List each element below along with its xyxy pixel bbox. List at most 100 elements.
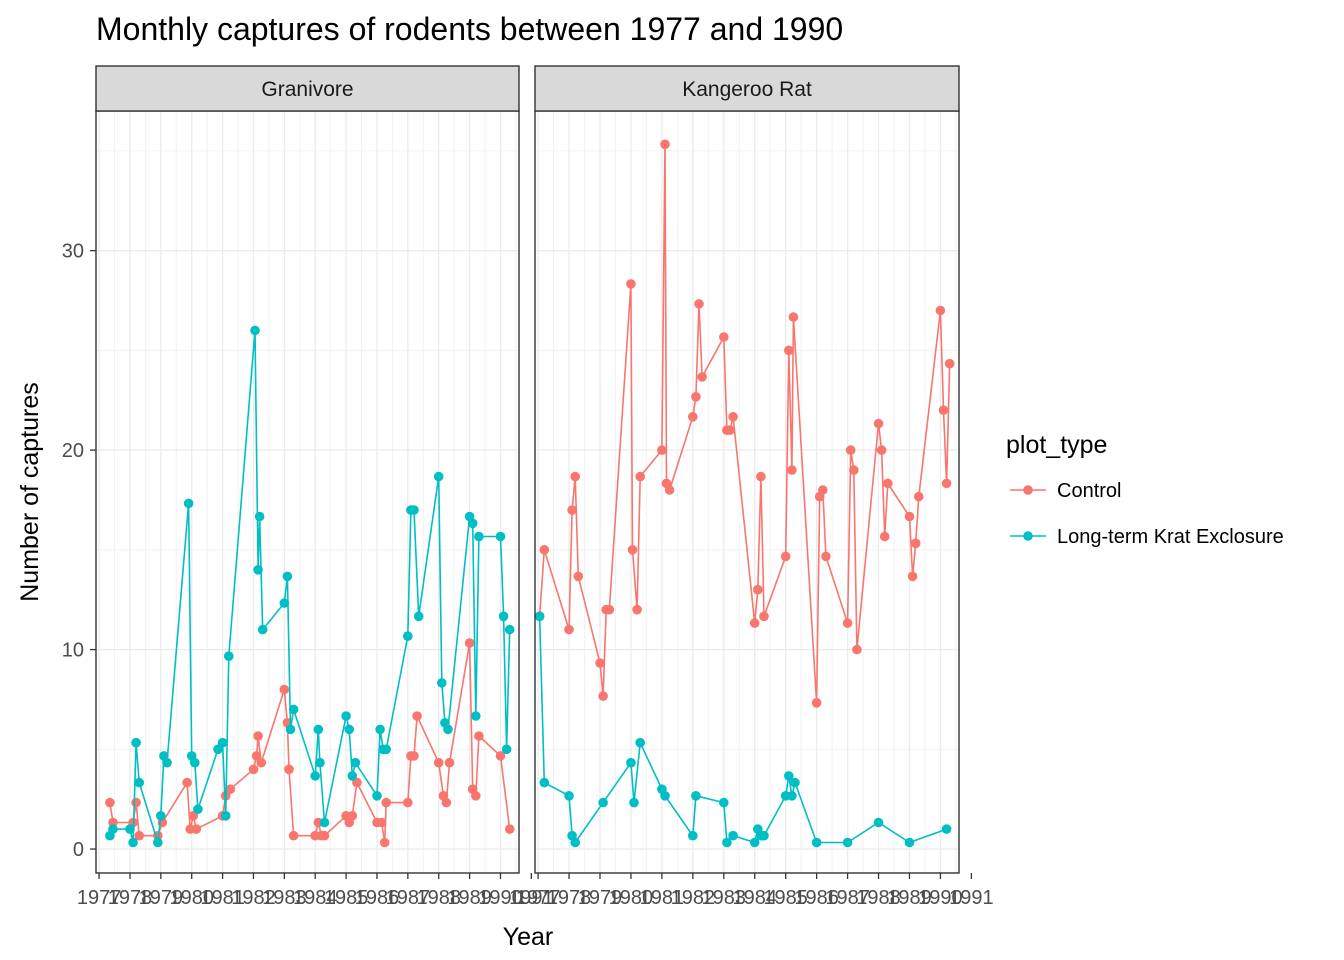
data-point xyxy=(319,830,330,841)
data-point xyxy=(635,471,645,482)
panel-background xyxy=(535,111,959,873)
data-point xyxy=(495,531,506,542)
data-point xyxy=(279,598,290,608)
data-point xyxy=(347,811,358,821)
data-point xyxy=(944,358,955,369)
data-point xyxy=(539,777,550,788)
data-point xyxy=(444,757,455,768)
data-point xyxy=(873,418,884,429)
data-point xyxy=(413,611,424,622)
data-point xyxy=(433,471,444,482)
data-point xyxy=(288,704,299,715)
strip-background xyxy=(95,65,520,112)
data-point xyxy=(285,724,296,735)
data-point xyxy=(251,751,262,761)
x-tick-label: 1986 xyxy=(794,887,839,909)
data-point xyxy=(254,511,265,522)
x-tick-label: 1980 xyxy=(609,887,654,909)
data-point xyxy=(691,392,701,402)
data-point xyxy=(224,651,234,661)
data-point xyxy=(660,791,670,801)
data-point xyxy=(749,837,760,848)
data-point xyxy=(564,791,574,801)
x-tick-label: 1987 xyxy=(825,887,870,909)
data-point xyxy=(162,757,172,768)
data-point xyxy=(719,332,729,342)
data-point xyxy=(749,618,760,628)
data-point xyxy=(849,465,859,475)
data-point xyxy=(464,638,475,648)
data-point xyxy=(904,837,915,848)
data-point xyxy=(193,804,203,814)
data-point xyxy=(697,372,707,382)
data-point xyxy=(284,764,294,775)
data-point xyxy=(467,518,478,529)
data-point xyxy=(403,797,413,808)
data-point xyxy=(719,797,729,808)
x-tick-label: 1983 xyxy=(702,887,747,909)
data-point xyxy=(250,325,260,336)
data-point xyxy=(341,711,351,721)
data-point xyxy=(352,777,362,788)
x-tick-label: 1982 xyxy=(231,887,276,909)
x-tick-label: 1983 xyxy=(262,887,307,909)
legend-key-point xyxy=(1023,531,1033,541)
data-point xyxy=(498,611,509,622)
data-point xyxy=(257,624,268,635)
data-point xyxy=(907,571,918,582)
data-point xyxy=(131,797,141,808)
data-point xyxy=(904,511,915,522)
y-axis-title: Number of captures xyxy=(16,382,44,602)
legend-entry-control: Control xyxy=(1010,480,1121,502)
data-point xyxy=(784,345,794,356)
data-point xyxy=(501,744,512,755)
data-point xyxy=(253,731,263,741)
data-point xyxy=(282,571,293,582)
data-point xyxy=(182,777,192,788)
x-tick-label: 1988 xyxy=(416,887,461,909)
minor-gridlines xyxy=(96,111,519,873)
legend: plot_type Control Long-term Krat Exclosur… xyxy=(1006,431,1284,548)
data-point xyxy=(573,571,584,582)
legend-label: Control xyxy=(1057,480,1121,502)
data-point xyxy=(688,830,698,841)
data-point xyxy=(632,604,642,615)
data-point xyxy=(935,305,946,316)
data-point xyxy=(125,824,135,834)
x-tick-label: 1979 xyxy=(578,887,623,909)
data-point xyxy=(570,837,580,848)
x-tick-label: 1991 xyxy=(949,887,994,909)
data-point xyxy=(409,751,419,761)
data-point xyxy=(595,658,605,668)
data-point xyxy=(437,678,447,688)
x-tick-label: 1985 xyxy=(763,887,808,909)
data-point xyxy=(821,551,831,562)
data-point xyxy=(381,744,392,755)
data-point xyxy=(108,817,118,828)
data-point xyxy=(784,771,794,781)
data-point xyxy=(691,791,701,801)
x-tick-label: 1980 xyxy=(169,887,214,909)
data-point xyxy=(876,445,887,455)
data-point xyxy=(626,279,636,289)
data-point xyxy=(191,824,202,834)
data-point xyxy=(156,811,166,821)
data-point xyxy=(780,551,791,562)
x-tick-label: 1977 xyxy=(516,887,561,909)
data-point xyxy=(567,505,577,515)
x-tick-label: 1989 xyxy=(447,887,492,909)
data-point xyxy=(629,797,639,808)
data-point xyxy=(598,797,608,808)
data-point xyxy=(598,691,608,701)
data-point xyxy=(910,538,921,549)
strip-label: Kangeroo Rat xyxy=(682,78,812,101)
data-point xyxy=(248,764,259,775)
data-point xyxy=(635,737,645,748)
data-point xyxy=(134,830,144,841)
y-tick-label: 10 xyxy=(62,640,84,662)
x-tick-label: 1979 xyxy=(139,887,184,909)
data-point xyxy=(381,797,392,808)
series-long-term-krat-exclosure xyxy=(534,611,952,848)
data-point xyxy=(811,837,822,848)
